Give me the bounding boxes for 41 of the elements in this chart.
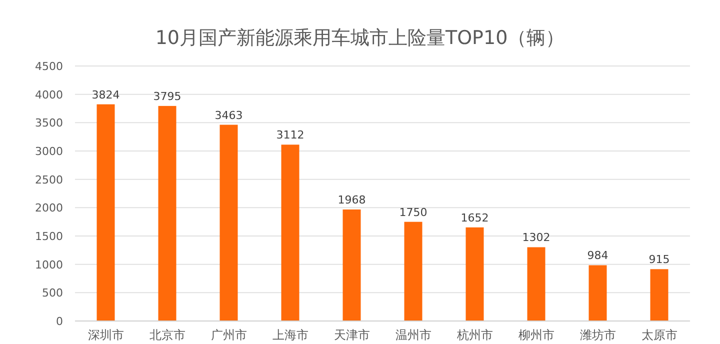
y-tick-label: 1500	[35, 230, 63, 243]
y-tick-label: 1000	[35, 258, 63, 272]
bar	[466, 227, 484, 321]
data-label: 1302	[522, 231, 550, 244]
x-tick-label: 广州市	[210, 328, 247, 342]
x-tick-label: 太原市	[641, 328, 678, 342]
x-tick-label: 温州市	[395, 328, 432, 342]
bar	[404, 222, 422, 321]
y-tick-label: 4000	[35, 88, 63, 102]
bar	[281, 144, 300, 321]
y-tick-label: 3500	[35, 116, 63, 130]
data-label: 984	[587, 249, 608, 262]
data-label: 3112	[276, 128, 304, 142]
x-tick-label: 杭州市	[456, 328, 493, 342]
bar	[158, 106, 176, 321]
bar	[527, 247, 546, 321]
x-tick-label: 潍坊市	[580, 328, 616, 342]
y-tick-label: 2500	[35, 173, 63, 186]
y-tick-label: 3000	[35, 145, 63, 158]
x-tick-label: 深圳市	[88, 328, 124, 342]
data-label: 1968	[338, 193, 366, 206]
y-tick-label: 4500	[35, 60, 63, 73]
x-tick-label: 上海市	[272, 328, 308, 342]
bar	[96, 104, 115, 321]
data-label: 1652	[460, 211, 489, 224]
data-label: 3824	[92, 88, 120, 102]
x-tick-label: 柳州市	[518, 328, 554, 342]
bar	[588, 265, 607, 321]
y-tick-label: 0	[56, 315, 63, 328]
bar	[220, 124, 238, 321]
x-tick-label: 天津市	[334, 328, 370, 342]
data-label: 1750	[399, 206, 428, 219]
x-tick-label: 北京市	[149, 328, 186, 342]
data-label: 915	[648, 253, 670, 266]
bar	[342, 209, 361, 321]
data-label: 3795	[153, 90, 182, 103]
chart-title: 10月国产新能源乘用车城市上险量TOP10（辆）	[155, 27, 565, 49]
y-tick-label: 500	[42, 286, 63, 300]
data-label: 3463	[214, 108, 243, 122]
bar	[650, 269, 668, 321]
y-tick-label: 2000	[35, 202, 63, 215]
